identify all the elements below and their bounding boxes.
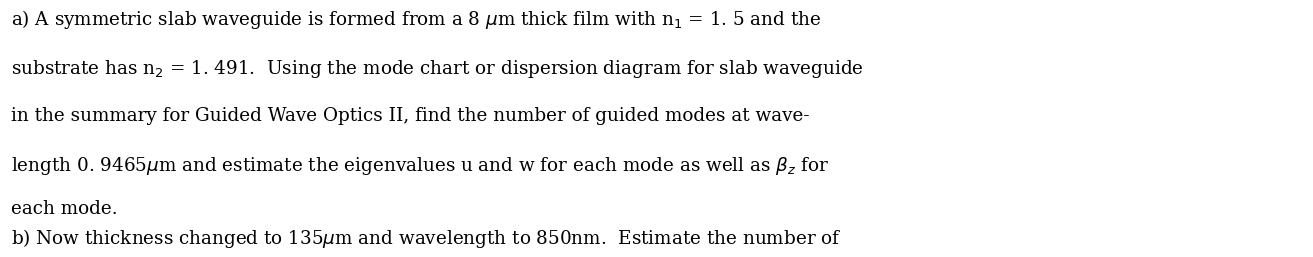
Text: each mode.: each mode. (11, 200, 117, 218)
Text: b) Now thickness changed to 135$\mu$m and wavelength to 850nm.  Estimate the num: b) Now thickness changed to 135$\mu$m an… (11, 227, 842, 250)
Text: substrate has n$_2$ = 1. 491.  Using the mode chart or dispersion diagram for sl: substrate has n$_2$ = 1. 491. Using the … (11, 58, 863, 80)
Text: in the summary for Guided Wave Optics II, find the number of guided modes at wav: in the summary for Guided Wave Optics II… (11, 107, 809, 125)
Text: length 0. 9465$\mu$m and estimate the eigenvalues u and w for each mode as well : length 0. 9465$\mu$m and estimate the ei… (11, 155, 829, 178)
Text: a) A symmetric slab waveguide is formed from a 8 $\mu$m thick film with n$_1$ = : a) A symmetric slab waveguide is formed … (11, 8, 821, 31)
